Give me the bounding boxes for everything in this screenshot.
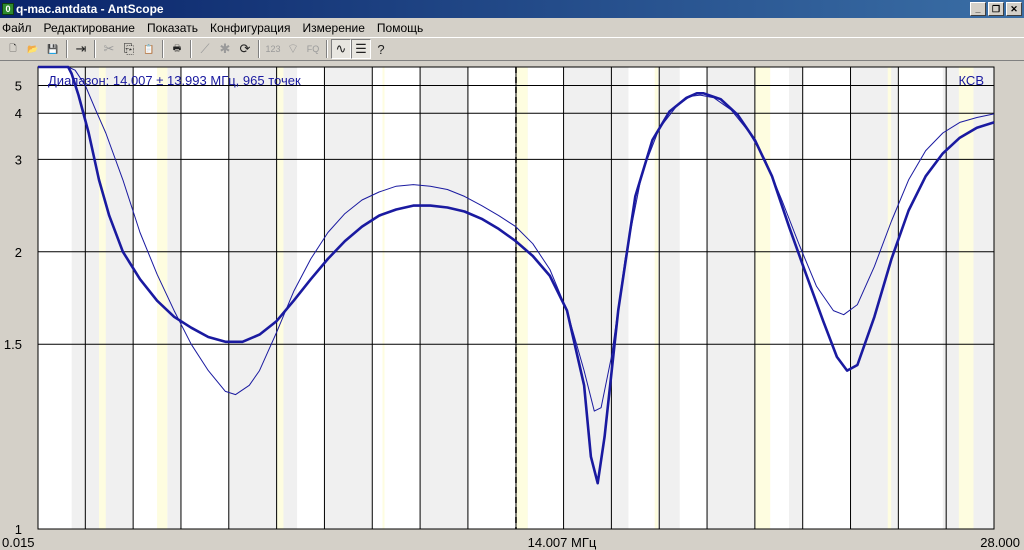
minimize-button[interactable]: _ (970, 2, 986, 16)
x-tick-label: 0.015 (2, 535, 35, 550)
close-button[interactable]: ✕ (1006, 2, 1022, 16)
band-region (659, 67, 680, 529)
refresh-icon[interactable]: ⟳ (239, 41, 251, 56)
band-region (563, 67, 629, 529)
band-region (324, 67, 373, 529)
fq-icon[interactable]: FQ (306, 44, 320, 54)
y-tick-label: 2 (15, 245, 22, 260)
help-icon[interactable]: ? (377, 41, 385, 57)
y-tick-label: 5 (15, 78, 22, 93)
toolbar-separator (326, 40, 328, 58)
menu-configuration[interactable]: Конфигурация (209, 20, 291, 35)
waveform-icon[interactable]: ∿ (331, 39, 351, 59)
series-line-2 (38, 66, 995, 412)
range-label: Диапазон: 14.007 ± 13.993 МГц, 965 точек (48, 73, 301, 88)
ham-band (515, 67, 528, 529)
y-tick-label: 1 (15, 522, 22, 537)
restore-button[interactable]: ❐ (988, 2, 1004, 16)
toolbar: 🗋 📂 💾 ⇥ ✂ ⎘ 📋 🖶 ⟋ ✱ ⟳ 123 ⌔ FQ ∿ ☰? (0, 37, 1024, 61)
y-tick-label: 3 (15, 152, 22, 167)
menu-file[interactable]: Файл (2, 20, 32, 35)
toolbar-separator (190, 40, 192, 58)
star-icon[interactable]: ✱ (219, 41, 231, 56)
notes-icon[interactable]: ☰ (351, 39, 371, 59)
toolbar-separator (162, 40, 164, 58)
print-icon[interactable]: 🖶 (172, 43, 182, 53)
ham-band (157, 67, 168, 529)
band-region (228, 67, 298, 529)
menu-bar: Файл Редактирование Показать Конфигураци… (0, 18, 1024, 37)
y-quantity-label: КСВ (959, 73, 985, 88)
toolbar-separator (66, 40, 68, 58)
paste-icon[interactable]: 📋 (143, 43, 155, 54)
band-region (707, 67, 755, 529)
ham-band (382, 67, 385, 529)
y-tick-label: 1.5 (4, 337, 22, 352)
chart-area: 1 1.5 2 3 4 5 0.015 14.007 МГц 28.000 Диапазон: 1… (0, 61, 1024, 550)
plot-frame (37, 66, 995, 530)
x-tick-label: 28.000 (980, 535, 1020, 550)
export-icon[interactable]: ⇥ (75, 41, 87, 56)
cut-icon[interactable]: ✂ (103, 41, 115, 56)
toolbar-separator (94, 40, 96, 58)
ham-band (654, 67, 659, 529)
band-region (420, 67, 468, 529)
numbers-icon[interactable]: 123 (265, 44, 281, 54)
menu-edit[interactable]: Редактирование (43, 20, 135, 35)
save-icon[interactable]: 💾 (47, 43, 59, 54)
wireless-icon[interactable]: ⌔ (286, 41, 300, 56)
band-region (167, 67, 181, 529)
graph-icon[interactable]: ⟋ (200, 41, 210, 56)
x-tick-label: 14.007 МГц (528, 535, 597, 550)
ham-band (276, 67, 284, 529)
ham-band (98, 67, 106, 529)
new-file-icon[interactable]: 🗋 (9, 43, 17, 53)
band-region (789, 67, 803, 529)
menu-view[interactable]: Показать (146, 20, 198, 35)
window-controls: _ ❐ ✕ (970, 2, 1022, 16)
menu-measurement[interactable]: Измерение (302, 20, 365, 35)
menu-help[interactable]: Помощь (376, 20, 424, 35)
copy-icon[interactable]: ⎘ (123, 41, 135, 56)
ham-band (958, 67, 974, 529)
swr-chart[interactable]: 1 1.5 2 3 4 5 0.015 14.007 МГц 28.000 Диапазон: 1… (0, 61, 1024, 550)
toolbar-separator (258, 40, 260, 58)
y-tick-label: 4 (15, 106, 22, 121)
antscope-icon[interactable]: 0 (2, 3, 14, 15)
title-bar: 0 q-mac.antdata - AntScope _ ❐ ✕ (0, 0, 1024, 18)
window-title: q-mac.antdata - AntScope (16, 2, 164, 16)
ham-band (887, 67, 892, 529)
series-line-1 (38, 65, 995, 485)
ham-band (754, 67, 771, 529)
open-folder-icon[interactable]: 📂 (27, 43, 39, 54)
